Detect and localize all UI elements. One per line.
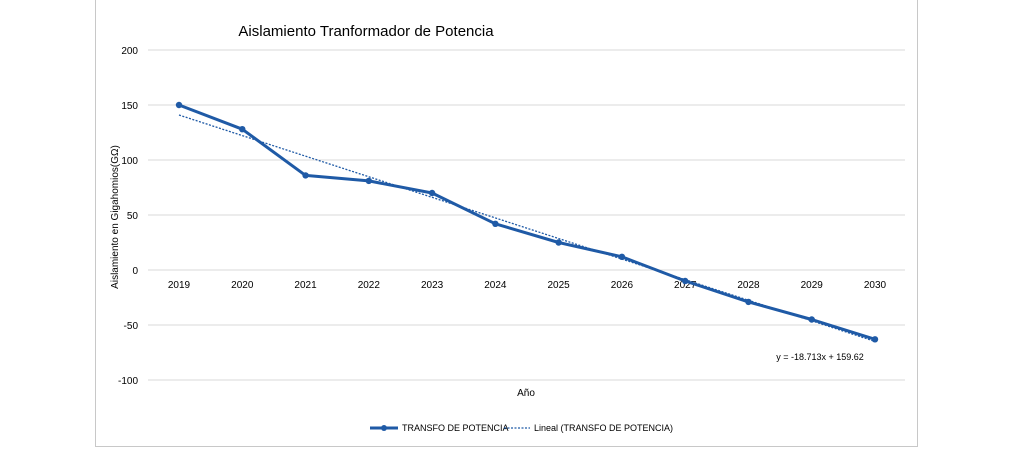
gridlines xyxy=(148,49,905,381)
x-tick-label: 2029 xyxy=(801,280,824,291)
x-tick-label: 2020 xyxy=(231,280,254,291)
data-point xyxy=(871,336,879,343)
x-tick-label: 2025 xyxy=(548,280,571,291)
chart-title: Aislamiento Tranformador de Potencia xyxy=(238,23,494,40)
legend-series-label: TRANSFO DE POTENCIA xyxy=(402,423,509,433)
series-line xyxy=(177,103,877,341)
data-point xyxy=(745,298,752,306)
x-axis-title: Año xyxy=(517,388,535,399)
x-tick-label: 2030 xyxy=(864,280,887,291)
data-point xyxy=(555,239,562,246)
y-tick-label: -100 xyxy=(118,376,138,387)
y-axis-title: Aislamiento en Gigahomios(GΩ) xyxy=(110,145,121,289)
legend-series-marker xyxy=(381,425,387,431)
y-tick-label: 50 xyxy=(127,211,139,222)
data-point xyxy=(365,177,373,185)
y-tick-label: 150 xyxy=(121,101,138,112)
data-point xyxy=(428,189,436,197)
x-tick-label: 2021 xyxy=(294,280,317,291)
x-tick-labels: 2019 2020 2021 2022 2023 2024 2025 2026 2027 2028… xyxy=(168,280,887,291)
x-tick-label: 2023 xyxy=(421,280,444,291)
legend-trendline-label: Lineal (TRANSFO DE POTENCIA) xyxy=(534,423,673,433)
y-tick-label: 100 xyxy=(121,156,138,167)
x-tick-label: 2019 xyxy=(168,280,191,291)
data-point xyxy=(618,253,626,260)
chart-frame xyxy=(95,0,918,447)
x-tick-label: 2026 xyxy=(611,280,634,291)
data-point xyxy=(302,172,309,179)
x-tick-label: 2028 xyxy=(737,280,760,291)
data-point xyxy=(492,220,499,227)
legend: TRANSFO DE POTENCIA Lineal (TRANSFO DE P… xyxy=(370,423,673,433)
y-tick-labels: 200 150 100 50 0 -50 -100 xyxy=(118,46,138,387)
data-point xyxy=(681,277,689,285)
x-tick-label: 2024 xyxy=(484,280,507,291)
y-tick-label: 200 xyxy=(121,46,138,57)
y-tick-label: 0 xyxy=(132,266,138,277)
x-tick-label: 2022 xyxy=(358,280,381,291)
series-group xyxy=(175,101,879,343)
data-point xyxy=(239,126,246,133)
y-tick-label: -50 xyxy=(124,321,139,332)
data-point xyxy=(175,101,183,109)
data-point xyxy=(808,316,815,323)
trendline-equation: y = -18.713x + 159.62 xyxy=(776,352,864,362)
x-tick-label: 2027 xyxy=(674,280,697,291)
